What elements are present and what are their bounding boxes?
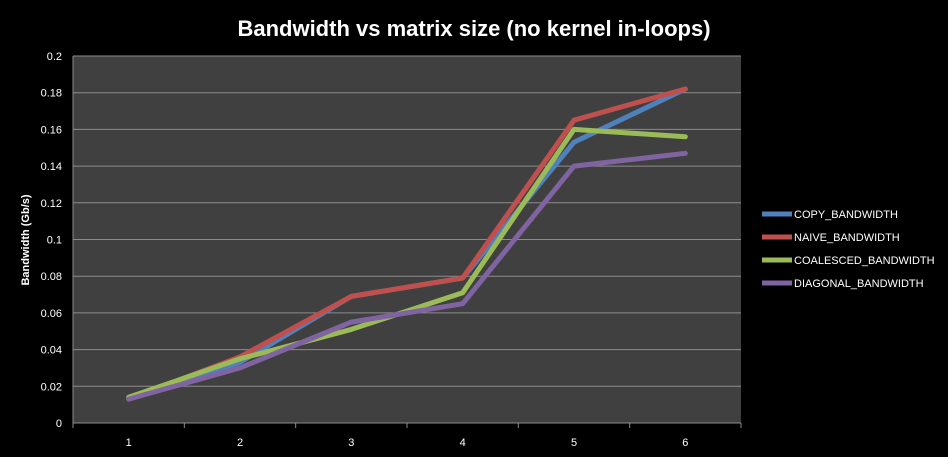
axes: 0 0.02 0.04 0.06 0.08 0.1 0.12 0.14 0.16 0.18 0.2 1… [41,51,742,449]
series-lines [126,86,688,402]
y-tick-label: 0 [56,418,62,430]
y-tick-label: 0.1 [47,235,62,247]
y-tick-label: 0.12 [41,198,62,210]
x-tick-label: 5 [571,437,577,449]
legend-label: NAIVE_BANDWIDTH [794,232,900,244]
x-tick-label: 2 [237,437,243,449]
y-tick-label: 0.08 [41,271,62,283]
chart-title: Bandwidth vs matrix size (no kernel in-l… [237,16,710,41]
y-tick-label: 0.2 [47,51,62,63]
y-axis-label: Bandwidth (Gb/s) [20,194,32,285]
legend-label: DIAGONAL_BANDWIDTH [794,278,924,290]
y-tick-label: 0.16 [41,124,62,136]
legend-label: COPY_BANDWIDTH [794,209,898,221]
y-tick-label: 0.02 [41,381,62,393]
x-tick-label: 1 [126,437,132,449]
y-tick-label: 0.14 [41,161,62,173]
series-line-diagonal-bandwidth [126,150,688,402]
y-tick-label: 0.06 [41,308,62,320]
y-tick-label: 0.18 [41,88,62,100]
legend-label: COALESCED_BANDWIDTH [794,255,935,267]
x-tick-label: 4 [460,437,466,449]
x-tick-label: 3 [348,437,354,449]
legend: COPY_BANDWIDTH NAIVE_BANDWIDTH COALESCED_B… [762,209,935,290]
y-tick-label: 0.04 [41,345,62,357]
x-tick-label: 6 [682,437,688,449]
